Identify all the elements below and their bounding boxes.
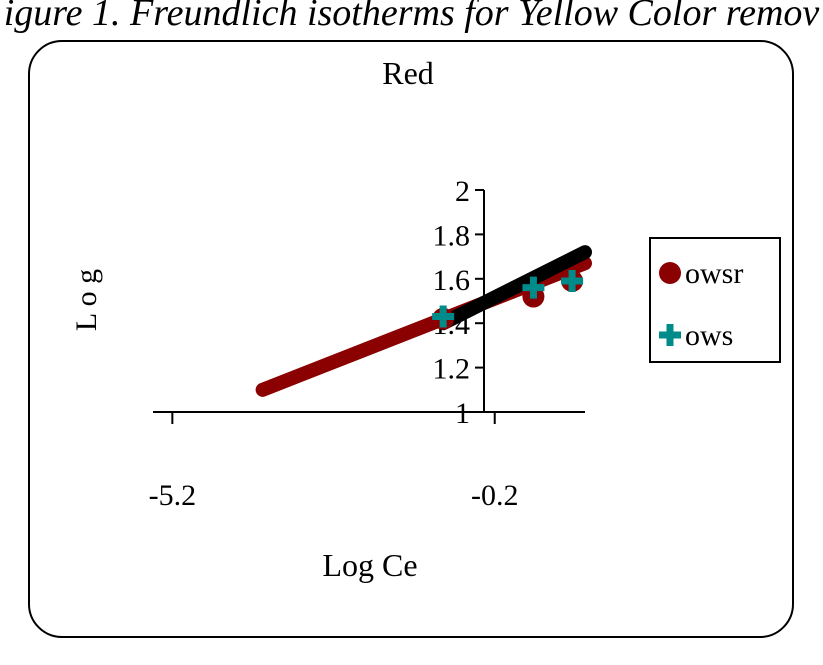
figure-caption: igure 1. Freundlich isotherms for Yellow… [3,0,820,34]
y-axis-label: L o g [70,269,103,331]
point-ows [522,276,545,299]
fit-line-ows [436,245,592,331]
legend: owsr ows [649,237,781,363]
x-tick-label: -0.2 [471,479,519,512]
x-tick-label: -5.2 [149,479,197,512]
legend-label-ows: ows [685,319,733,352]
y-tick-label: 2 [455,175,470,208]
point-ows [561,270,584,293]
legend-label-owsr: owsr [685,257,743,290]
legend-marker-owsr [659,262,681,284]
chart-title: Red [382,55,434,91]
y-tick-label: 1.6 [433,264,471,297]
y-tick-label: 1.8 [433,219,471,252]
y-tick-label: 1.2 [433,353,471,386]
y-tick-label: 1 [455,397,470,430]
data-points [432,270,584,330]
fit-lines [255,245,592,397]
x-axis-label: Log Ce [322,547,417,583]
point-ows [432,305,455,328]
legend-marker-ows [659,324,681,346]
